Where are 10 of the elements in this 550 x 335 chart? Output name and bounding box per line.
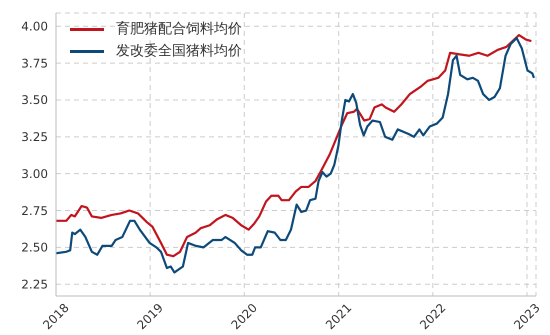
y-tick-label: 4.00 (21, 20, 48, 34)
y-tick-label: 2.50 (21, 240, 48, 255)
y-tick-label: 2.25 (21, 277, 48, 292)
y-tick-label: 3.75 (21, 56, 48, 70)
legend-label: 育肥猪配合饲料均价 (116, 20, 242, 39)
legend-label: 发改委全国猪料均价 (116, 42, 242, 61)
y-tick-label: 2.75 (21, 204, 48, 218)
y-tick-label: 3.25 (21, 130, 48, 144)
y-tick-label: 3.50 (21, 93, 48, 108)
y-tick-label: 3.00 (21, 166, 48, 181)
